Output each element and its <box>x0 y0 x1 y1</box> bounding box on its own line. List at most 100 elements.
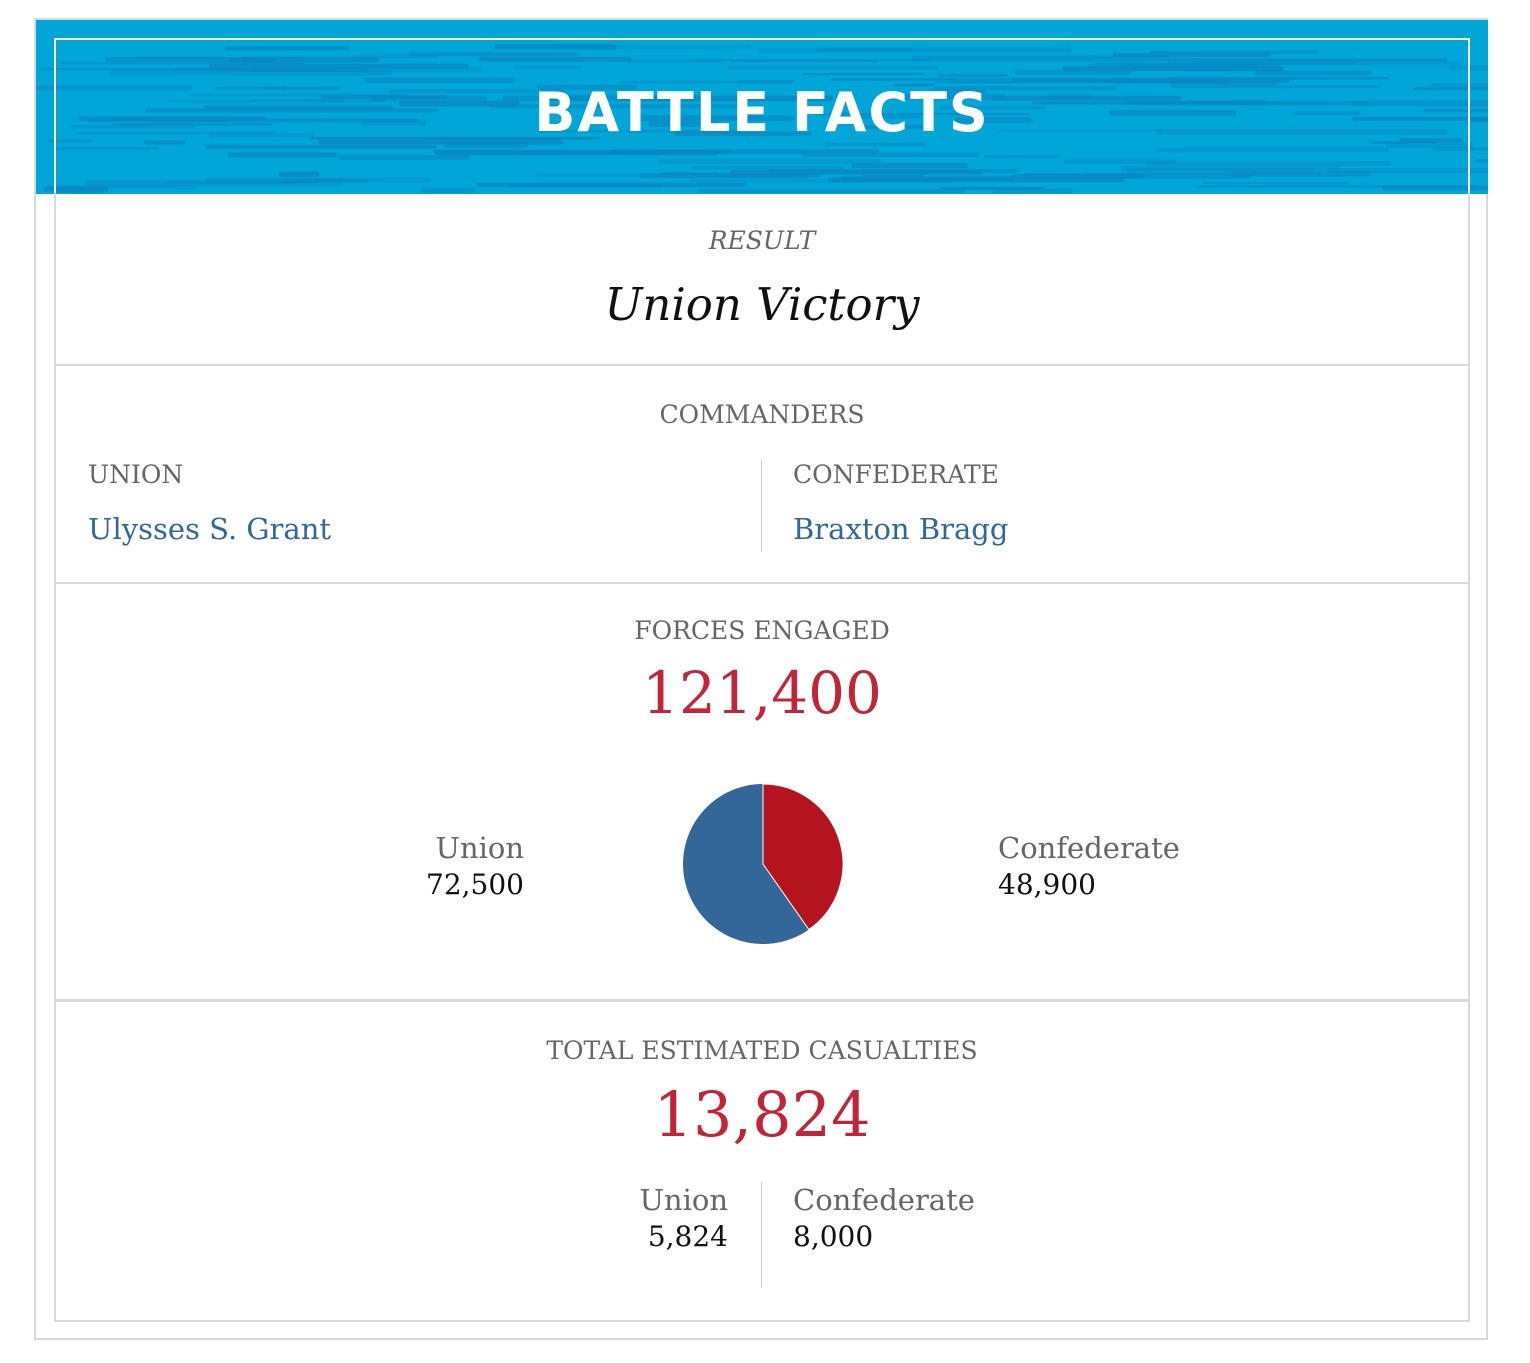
forces-confederate-name: Confederate <box>998 831 1180 865</box>
texture-streak <box>143 140 186 145</box>
forces-section: FORCES ENGAGED 121,400 Union 72,500 Conf… <box>56 584 1468 1002</box>
texture-streak <box>859 125 932 129</box>
union-commander-link[interactable]: Ulysses S. Grant <box>88 512 332 546</box>
texture-streak <box>737 80 795 83</box>
texture-streak <box>251 99 386 103</box>
texture-streak <box>1385 142 1474 148</box>
texture-streak <box>536 84 638 90</box>
texture-streak <box>830 77 957 81</box>
facts-body: RESULT Union Victory COMMANDERS UNION Ul… <box>54 192 1470 1322</box>
texture-streak <box>47 184 196 190</box>
texture-streak <box>877 94 1007 100</box>
texture-streak <box>1351 100 1488 106</box>
texture-streak <box>690 166 845 170</box>
texture-streak <box>851 162 969 169</box>
casualties-title: TOTAL ESTIMATED CASUALTIES <box>546 1036 978 1065</box>
texture-streak <box>1423 108 1488 113</box>
texture-streak <box>840 175 1015 181</box>
texture-streak <box>757 48 913 53</box>
texture-streak <box>167 99 343 103</box>
texture-streak <box>388 89 565 94</box>
texture-streak <box>1127 64 1259 67</box>
texture-streak <box>398 100 520 107</box>
texture-streak <box>202 105 394 110</box>
texture-streak <box>1144 161 1392 166</box>
texture-streak <box>1201 182 1349 185</box>
texture-streak <box>660 172 718 175</box>
casualties-confederate: Confederate 8,000 <box>793 1186 975 1251</box>
header-texture <box>36 44 1488 194</box>
texture-streak <box>1047 93 1093 100</box>
texture-streak <box>1475 158 1488 163</box>
texture-streak <box>70 124 196 129</box>
texture-streak <box>360 120 427 126</box>
commanders-title: COMMANDERS <box>659 400 865 429</box>
texture-streak <box>76 131 275 135</box>
texture-streak <box>1430 83 1488 87</box>
casualties-union-value: 5,824 <box>647 1220 728 1253</box>
texture-streak <box>622 96 834 102</box>
casualties-section: TOTAL ESTIMATED CASUALTIES 13,824 Union … <box>56 1002 1468 1322</box>
texture-streak <box>1292 111 1361 116</box>
texture-streak <box>1156 147 1389 153</box>
texture-streak <box>991 95 1182 101</box>
texture-streak <box>479 56 632 62</box>
forces-total: 121,400 <box>642 659 882 727</box>
texture-streak <box>209 63 470 69</box>
texture-streak <box>1093 62 1356 65</box>
casualties-total: 13,824 <box>653 1078 871 1151</box>
texture-streak <box>489 104 743 109</box>
texture-streak <box>206 177 431 183</box>
texture-streak <box>825 142 927 146</box>
texture-streak <box>224 46 350 51</box>
texture-streak <box>55 147 160 150</box>
texture-streak <box>309 136 600 140</box>
texture-streak <box>227 152 338 158</box>
texture-streak <box>112 122 273 126</box>
texture-streak <box>358 54 438 59</box>
texture-streak <box>241 56 380 63</box>
texture-streak <box>983 154 1060 158</box>
texture-streak <box>674 131 813 136</box>
texture-streak <box>658 158 881 164</box>
header-banner: BATTLE FACTS <box>36 20 1488 194</box>
texture-streak <box>1108 109 1237 116</box>
texture-streak <box>1184 99 1269 106</box>
header-title: BATTLE FACTS <box>534 81 990 144</box>
commanders-section: COMMANDERS UNION Ulysses S. Grant CONFED… <box>56 366 1468 584</box>
texture-streak <box>1023 173 1251 179</box>
texture-streak <box>929 89 987 94</box>
confederate-commander-link[interactable]: Braxton Bragg <box>793 512 1009 546</box>
pie-slice-confederate <box>762 783 844 931</box>
texture-streak <box>1231 171 1372 177</box>
union-commander: UNION Ulysses S. Grant <box>88 462 331 544</box>
casualties-divider <box>761 1182 762 1288</box>
texture-streak <box>1168 76 1389 80</box>
texture-streak <box>536 173 641 177</box>
forces-pie-chart <box>681 782 845 946</box>
texture-streak <box>339 155 469 160</box>
casualties-union-name: Union <box>639 1183 728 1217</box>
texture-streak <box>728 65 939 70</box>
texture-streak <box>1167 58 1448 63</box>
texture-streak <box>935 86 1117 91</box>
result-value: Union Victory <box>604 278 920 331</box>
texture-streak <box>1014 69 1132 75</box>
forces-union: Union 72,500 <box>426 834 524 899</box>
texture-streak <box>815 47 1072 53</box>
texture-streak <box>1195 185 1478 188</box>
texture-streak <box>78 116 266 122</box>
texture-streak <box>802 73 925 76</box>
texture-streak <box>1399 137 1463 143</box>
texture-streak <box>648 121 720 127</box>
texture-streak <box>537 130 741 133</box>
texture-streak <box>364 77 515 84</box>
texture-streak <box>1326 168 1488 174</box>
texture-streak <box>1149 50 1318 54</box>
texture-streak <box>420 187 476 193</box>
texture-streak <box>1063 159 1176 164</box>
texture-streak <box>84 180 342 186</box>
texture-streak <box>1084 79 1290 83</box>
texture-streak <box>105 57 253 62</box>
texture-streak <box>539 95 834 101</box>
